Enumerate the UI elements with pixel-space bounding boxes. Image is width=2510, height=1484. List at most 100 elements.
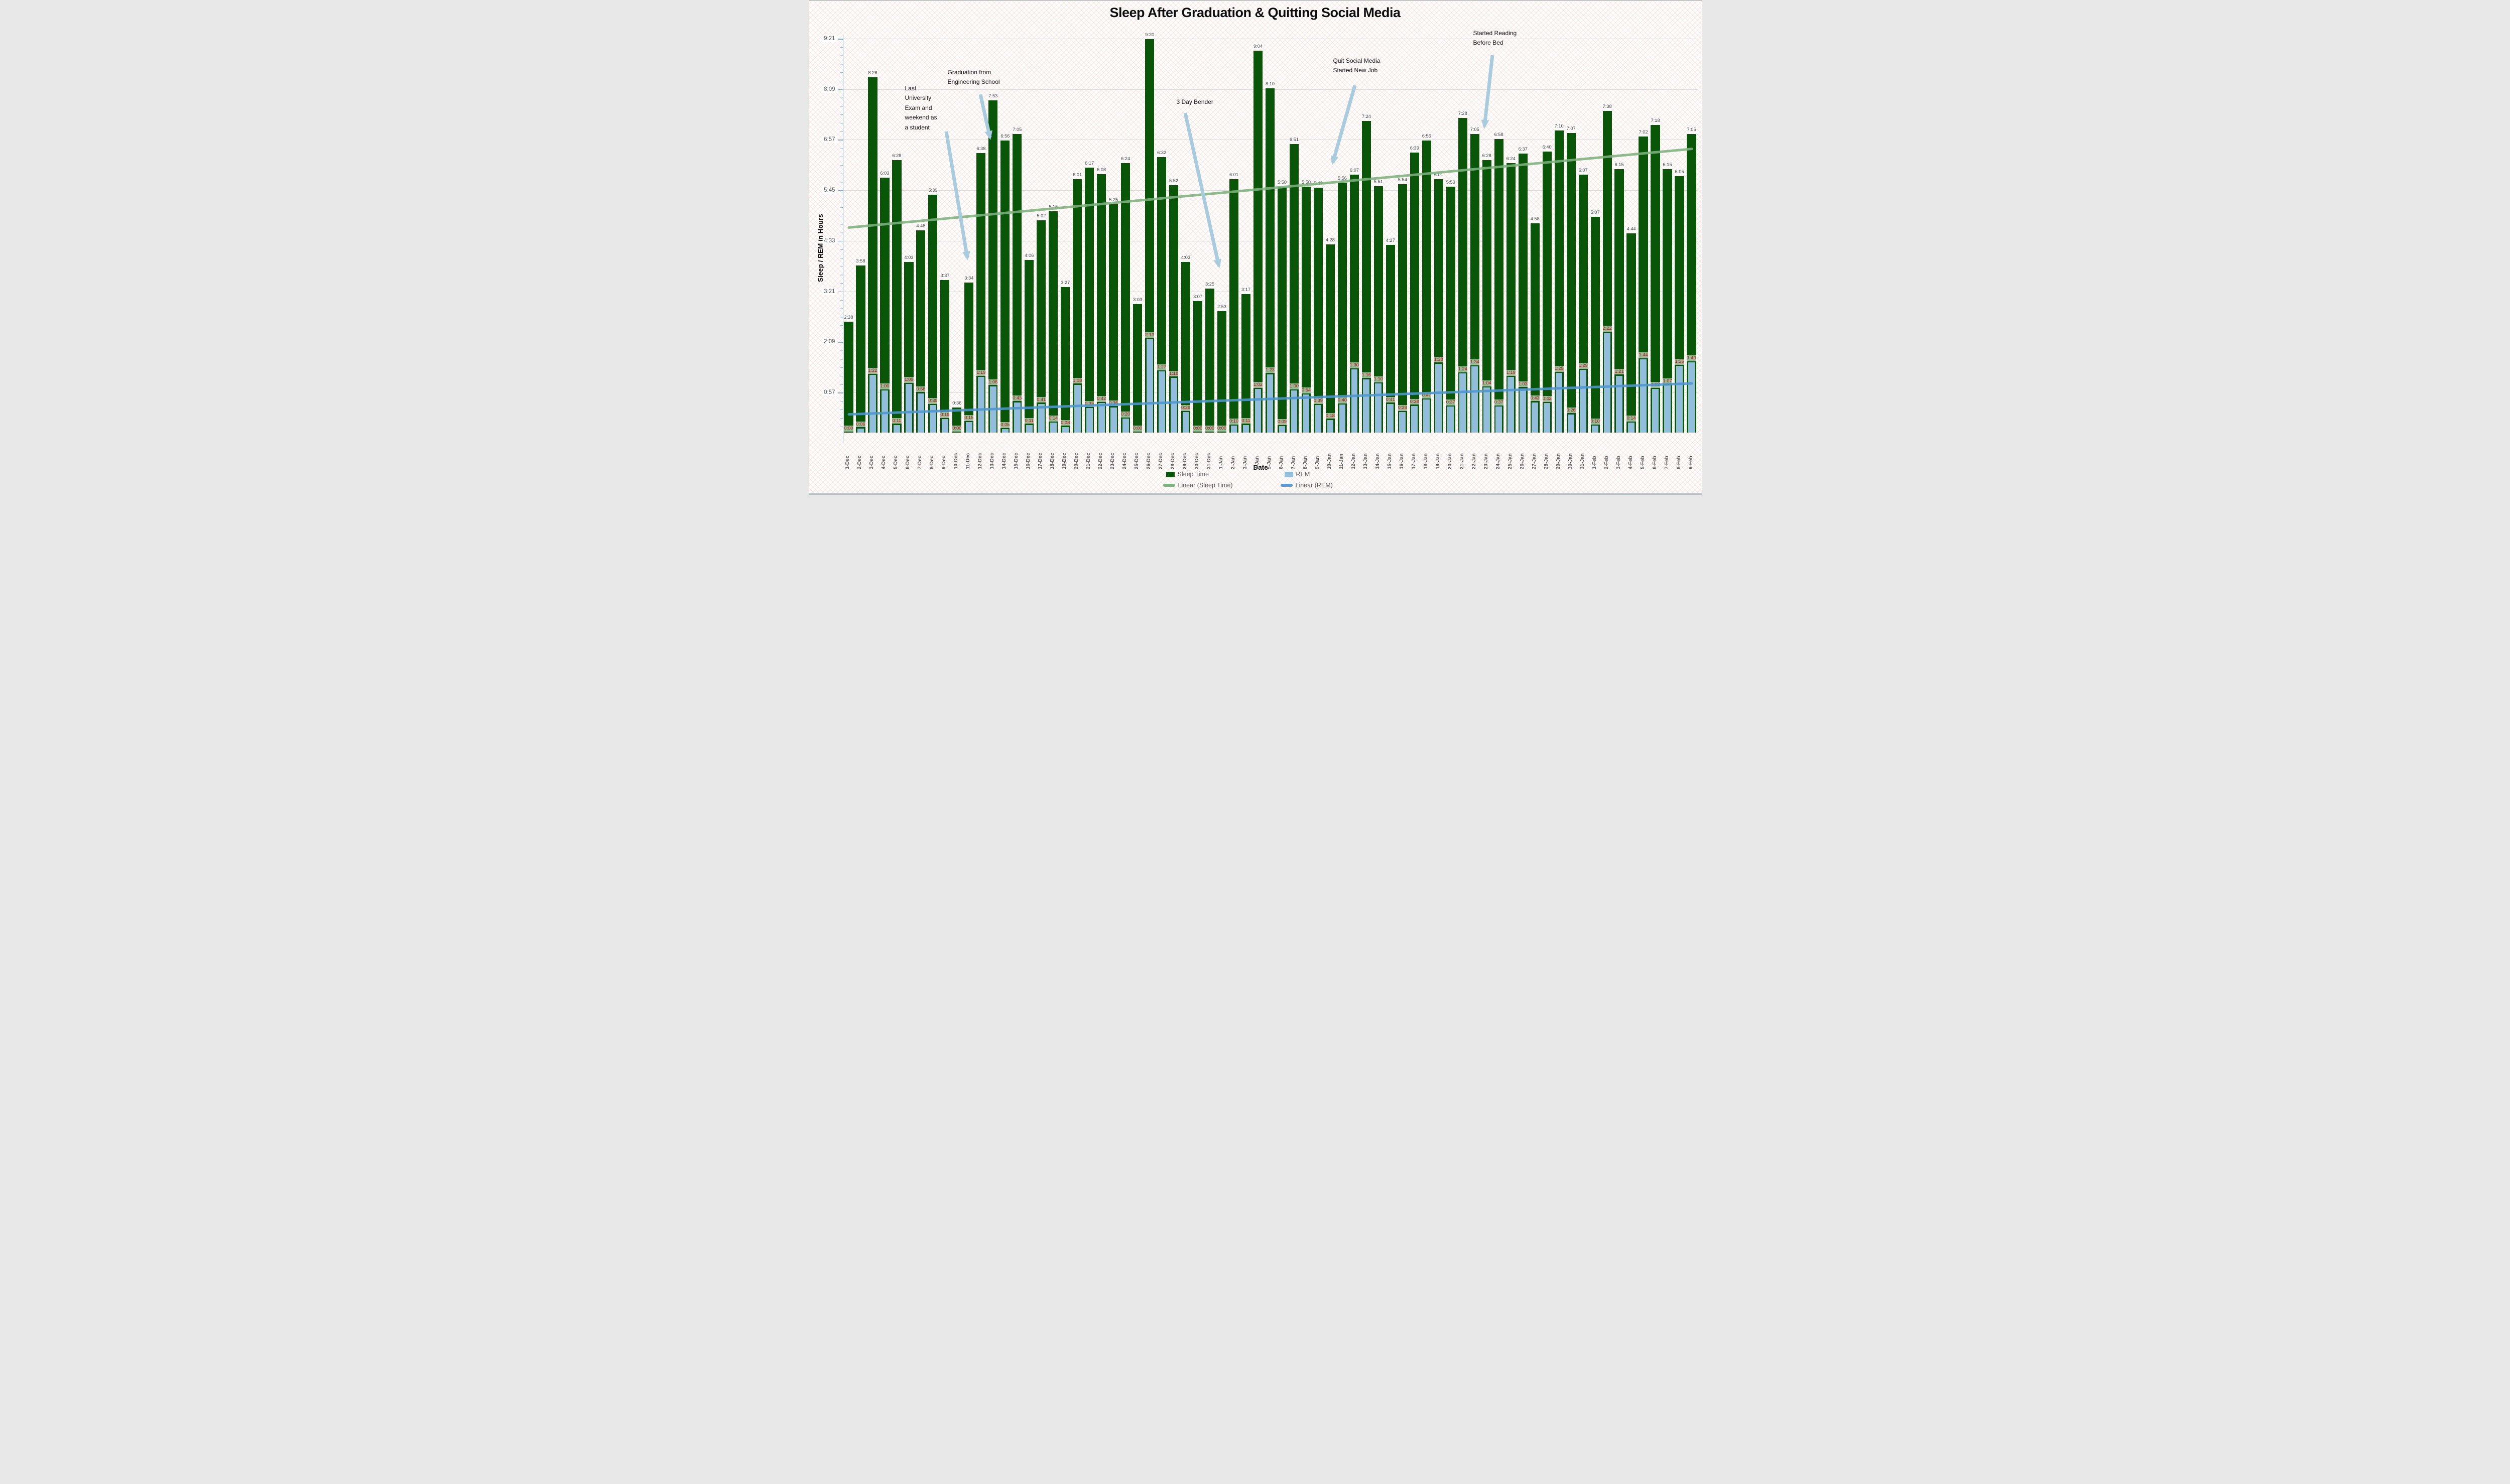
sleep-time-bar[interactable] (1097, 174, 1106, 433)
rem-bar[interactable] (906, 384, 912, 433)
rem-bar[interactable] (941, 419, 948, 433)
rem-bar[interactable] (1556, 373, 1563, 433)
rem-bar[interactable] (1508, 377, 1515, 433)
rem-bar[interactable] (1604, 333, 1610, 433)
sleep-time-bar[interactable] (1289, 144, 1299, 433)
sleep-time-bar[interactable] (1663, 169, 1672, 433)
sleep-time-bar[interactable] (1253, 50, 1263, 433)
legend-item-rem[interactable]: REM (1284, 471, 1310, 478)
rem-bar[interactable] (1532, 402, 1539, 433)
sleep-time-bar[interactable] (892, 160, 902, 433)
sleep-time-bar[interactable] (1530, 223, 1540, 433)
rem-bar[interactable] (1303, 394, 1310, 433)
sleep-time-bar[interactable] (1590, 217, 1600, 433)
rem-bar[interactable] (1062, 427, 1069, 433)
rem-bar[interactable] (882, 390, 888, 433)
sleep-time-bar[interactable] (1133, 304, 1143, 433)
rem-bar[interactable] (1146, 339, 1153, 433)
sleep-time-bar[interactable] (1217, 311, 1227, 433)
sleep-time-bar[interactable] (1061, 287, 1070, 433)
sleep-time-bar[interactable] (1398, 184, 1407, 433)
rem-bar[interactable] (1628, 423, 1635, 433)
rem-bar[interactable] (1399, 412, 1406, 433)
rem-bar[interactable] (1387, 403, 1394, 433)
rem-bar[interactable] (1592, 426, 1599, 433)
sleep-time-bar[interactable] (1494, 139, 1503, 433)
sleep-time-bar[interactable] (1373, 186, 1383, 433)
sleep-time-bar[interactable] (1229, 179, 1239, 433)
rem-bar[interactable] (1471, 366, 1478, 433)
sleep-time-bar[interactable] (856, 265, 865, 433)
sleep-time-bar[interactable] (1073, 179, 1082, 433)
rem-bar[interactable] (1447, 407, 1454, 433)
sleep-time-bar[interactable] (1626, 233, 1636, 433)
rem-bar[interactable] (1544, 403, 1551, 433)
rem-bar[interactable] (1688, 362, 1695, 433)
rem-bar[interactable] (1495, 407, 1502, 433)
rem-bar[interactable] (1640, 359, 1647, 433)
sleep-time-bar[interactable] (1205, 289, 1215, 433)
sleep-time-bar[interactable] (1013, 134, 1022, 433)
rem-bar[interactable] (1411, 406, 1418, 433)
rem-bar[interactable] (1122, 419, 1129, 433)
rem-bar[interactable] (1568, 414, 1575, 433)
sleep-time-bar[interactable] (964, 282, 974, 433)
rem-bar[interactable] (1676, 366, 1683, 433)
sleep-time-bar[interactable] (1109, 204, 1118, 433)
rem-bar[interactable] (857, 428, 864, 433)
rem-bar[interactable] (1616, 375, 1622, 433)
rem-bar[interactable] (1254, 389, 1262, 433)
rem-bar[interactable] (1339, 404, 1346, 433)
rem-bar[interactable] (1664, 385, 1671, 433)
sleep-time-bar[interactable] (1121, 163, 1131, 433)
rem-bar[interactable] (977, 377, 984, 433)
rem-bar[interactable] (1375, 383, 1382, 433)
sleep-time-bar[interactable] (880, 178, 890, 433)
sleep-time-bar[interactable] (1037, 220, 1046, 433)
rem-bar[interactable] (1327, 420, 1334, 433)
rem-bar[interactable] (1182, 412, 1189, 433)
sleep-time-bar[interactable] (1277, 187, 1287, 433)
legend-item-linear-rem[interactable]: Linear (REM) (1280, 482, 1333, 489)
sleep-time-bar[interactable] (928, 194, 938, 433)
rem-bar[interactable] (1423, 399, 1430, 433)
rem-bar[interactable] (929, 405, 936, 433)
rem-bar[interactable] (1351, 369, 1358, 433)
rem-bar[interactable] (1086, 408, 1093, 433)
sleep-time-bar[interactable] (844, 321, 853, 433)
sleep-time-bar[interactable] (1566, 132, 1576, 433)
rem-bar[interactable] (1158, 371, 1165, 433)
rem-bar[interactable] (1363, 379, 1370, 433)
sleep-time-bar[interactable] (1049, 211, 1058, 433)
sleep-time-bar[interactable] (1422, 140, 1431, 433)
rem-bar[interactable] (1459, 373, 1466, 433)
sleep-time-bar[interactable] (1542, 152, 1552, 433)
rem-bar[interactable] (1520, 388, 1527, 433)
rem-bar[interactable] (894, 425, 900, 433)
rem-bar[interactable] (1242, 425, 1249, 433)
sleep-time-bar[interactable] (1446, 187, 1455, 433)
rem-bar[interactable] (1098, 403, 1105, 433)
sleep-time-bar[interactable] (1025, 259, 1034, 433)
rem-bar[interactable] (1435, 363, 1442, 433)
rem-bar[interactable] (1026, 425, 1033, 433)
rem-bar[interactable] (1580, 370, 1587, 433)
rem-bar[interactable] (1050, 423, 1057, 433)
rem-bar[interactable] (1038, 403, 1045, 433)
rem-bar[interactable] (1483, 387, 1490, 433)
rem-bar[interactable] (1230, 426, 1237, 433)
sleep-time-bar[interactable] (940, 280, 950, 433)
rem-bar[interactable] (989, 386, 996, 433)
rem-bar[interactable] (1279, 426, 1286, 433)
sleep-time-bar[interactable] (916, 230, 926, 433)
rem-bar[interactable] (918, 393, 924, 433)
rem-bar[interactable] (1652, 389, 1659, 433)
rem-bar[interactable] (1170, 377, 1177, 433)
rem-bar[interactable] (1291, 390, 1298, 433)
rem-bar[interactable] (1267, 374, 1274, 433)
sleep-time-bar[interactable] (1410, 152, 1419, 433)
legend-item-sleep-time[interactable]: Sleep Time (1166, 471, 1209, 478)
rem-bar[interactable] (1110, 407, 1117, 433)
sleep-time-bar[interactable] (1241, 294, 1251, 433)
sleep-time-bar[interactable] (1506, 163, 1516, 433)
